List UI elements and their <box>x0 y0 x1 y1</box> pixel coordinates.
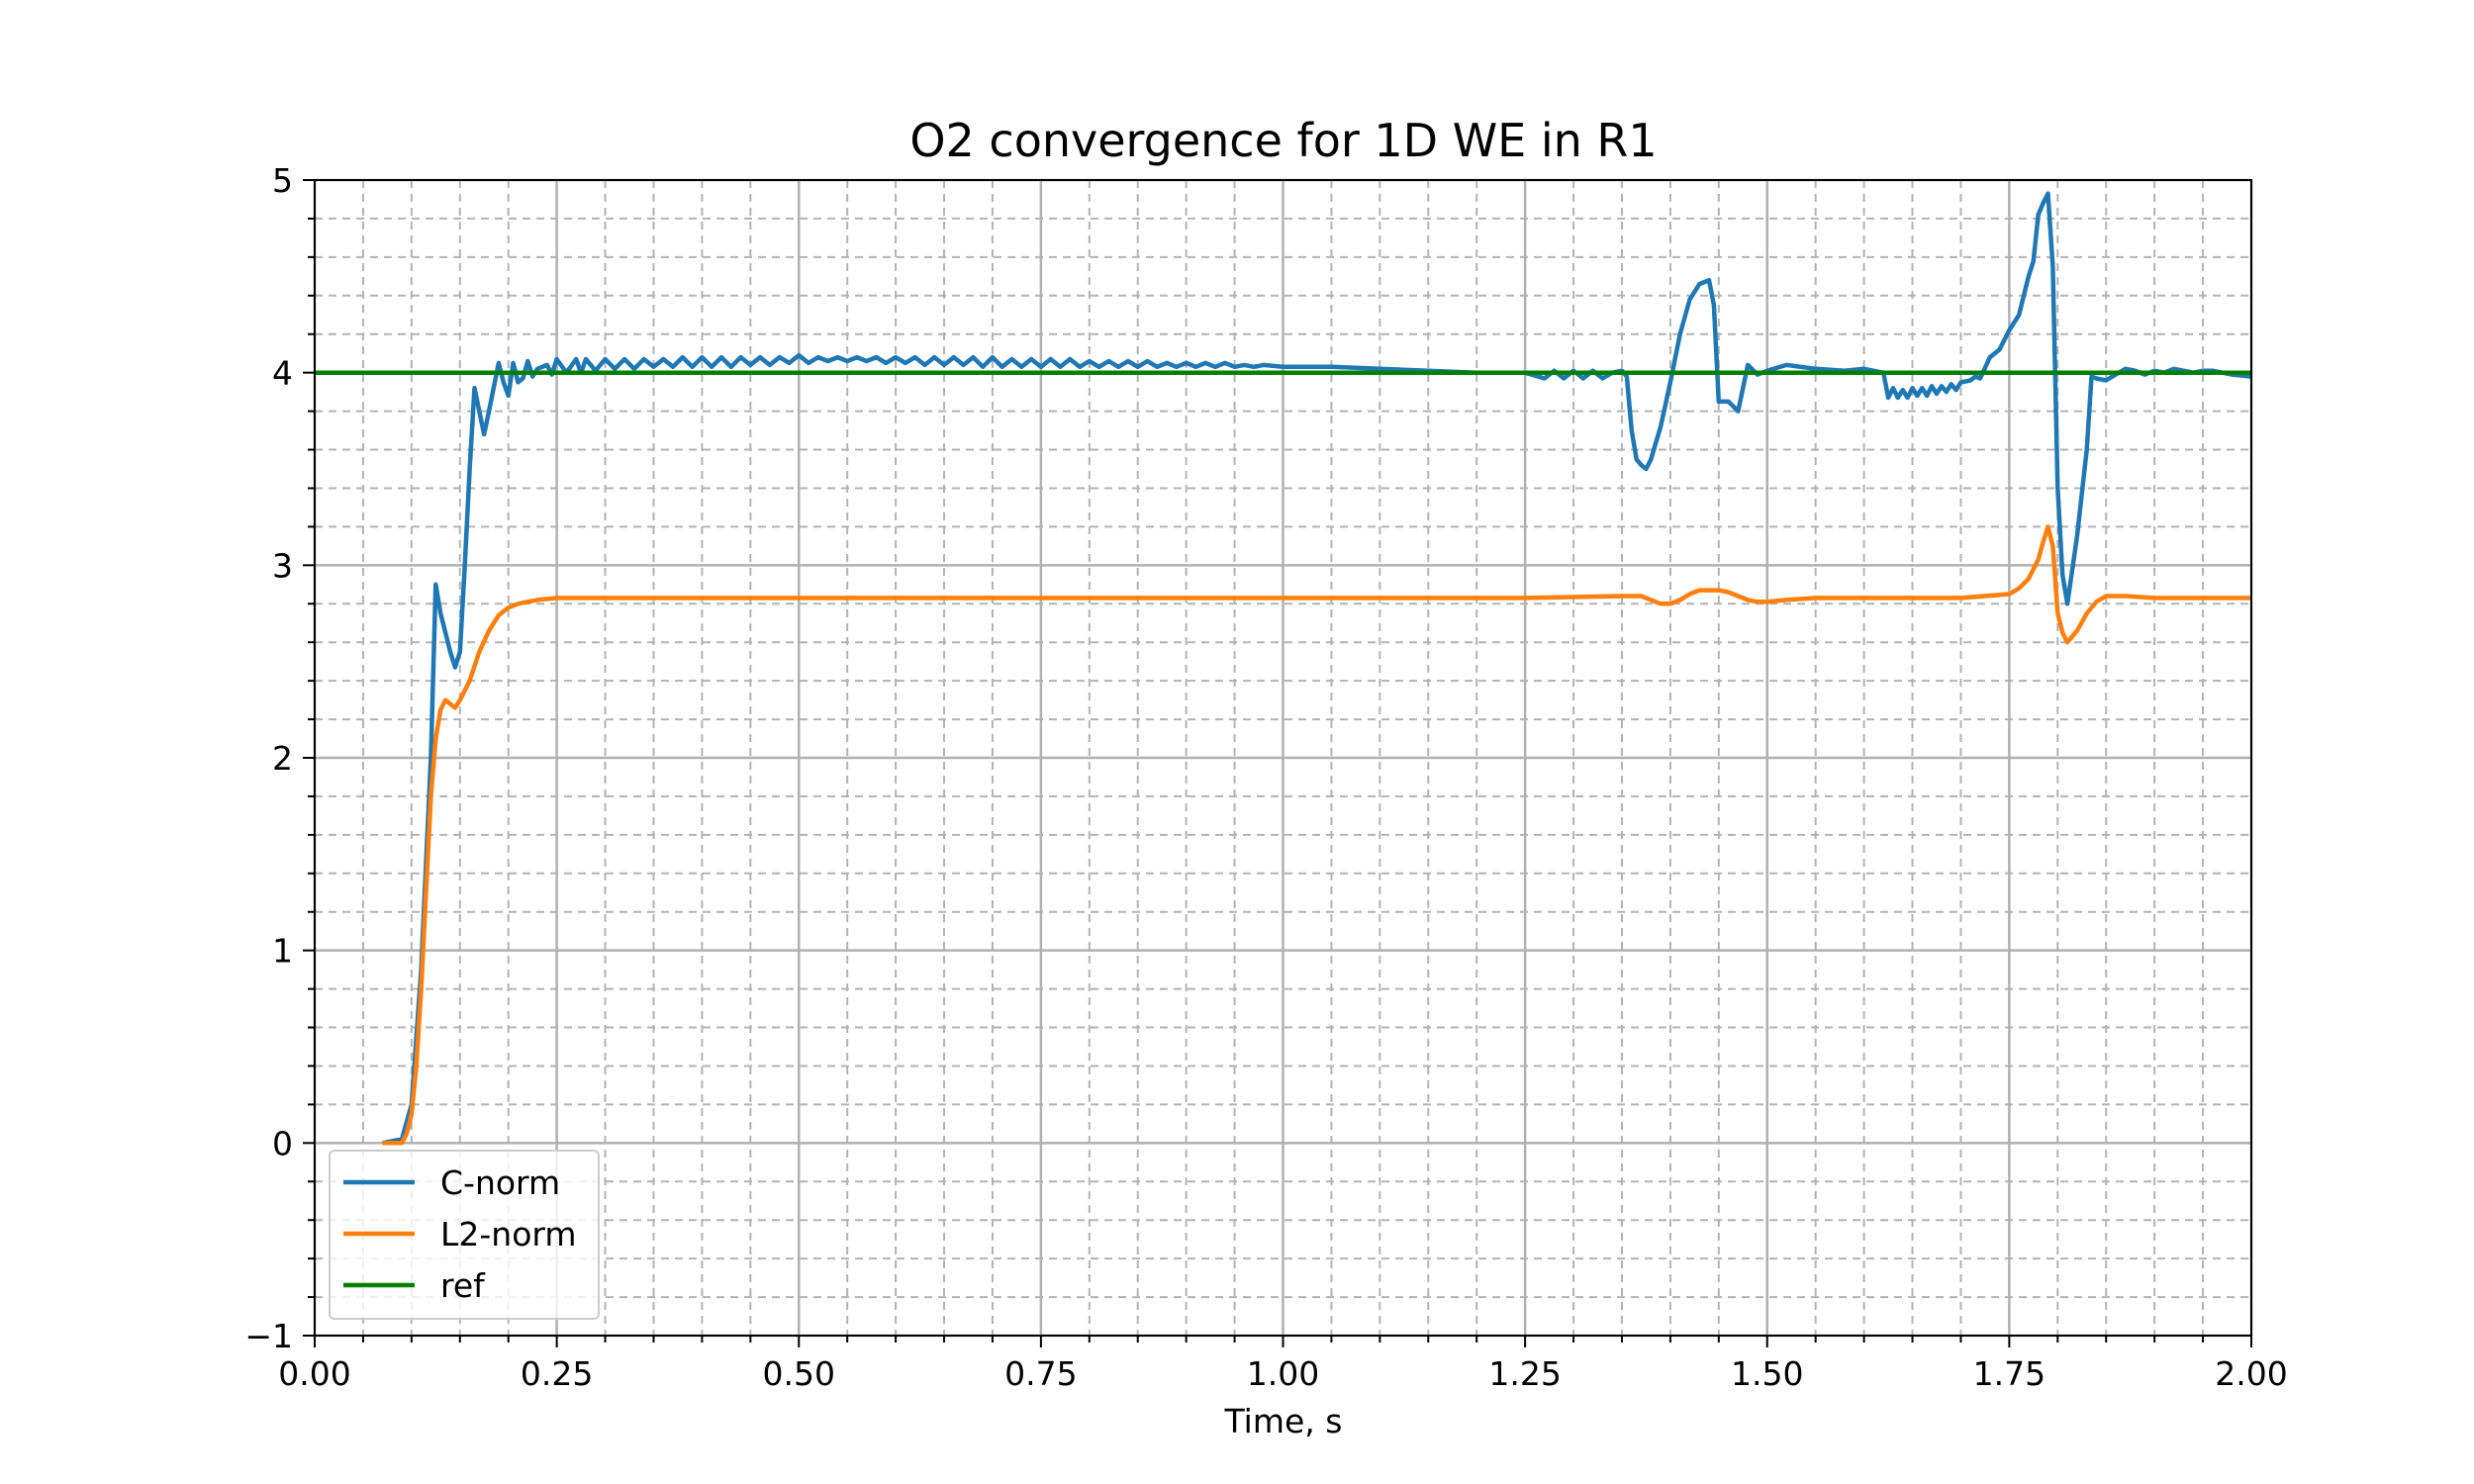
y-axis: −1 0 1 2 3 4 5 <box>244 161 315 1355</box>
x-axis-label: Time, s <box>1224 1402 1343 1440</box>
y-tick-label: 4 <box>272 354 293 393</box>
legend-label-ref: ref <box>440 1266 486 1305</box>
legend-label-c-norm: C-norm <box>440 1163 560 1202</box>
x-tick-label: 0.00 <box>278 1354 350 1393</box>
x-tick-label: 0.25 <box>521 1354 593 1393</box>
legend-label-l2-norm: L2-norm <box>440 1215 577 1253</box>
y-tick-label: −1 <box>244 1317 293 1355</box>
x-tick-label: 0.75 <box>1004 1354 1077 1393</box>
series-layer <box>315 191 2251 1146</box>
x-tick-label: 1.25 <box>1488 1354 1561 1393</box>
legend-box <box>329 1150 600 1320</box>
x-tick-label: 2.00 <box>2215 1354 2287 1393</box>
y-tick-label: 3 <box>272 546 293 585</box>
x-tick-label: 0.50 <box>763 1354 835 1393</box>
legend: C-norm L2-norm ref <box>329 1150 600 1320</box>
y-tick-label: 0 <box>272 1124 293 1162</box>
x-tick-label: 1.00 <box>1247 1354 1319 1393</box>
x-axis: 0.00 0.25 0.50 0.75 1.00 1.25 1.50 1.75 2.00 <box>278 1336 2288 1393</box>
y-tick-label: 5 <box>272 161 293 200</box>
x-tick-label: 1.75 <box>1973 1354 2046 1393</box>
series-line-l2-norm <box>382 524 2251 1146</box>
y-tick-label: 1 <box>272 932 293 971</box>
y-tick-label: 2 <box>272 739 293 778</box>
chart-title: O2 convergence for 1D WE in R1 <box>909 114 1657 167</box>
x-tick-label: 1.50 <box>1731 1354 1803 1393</box>
